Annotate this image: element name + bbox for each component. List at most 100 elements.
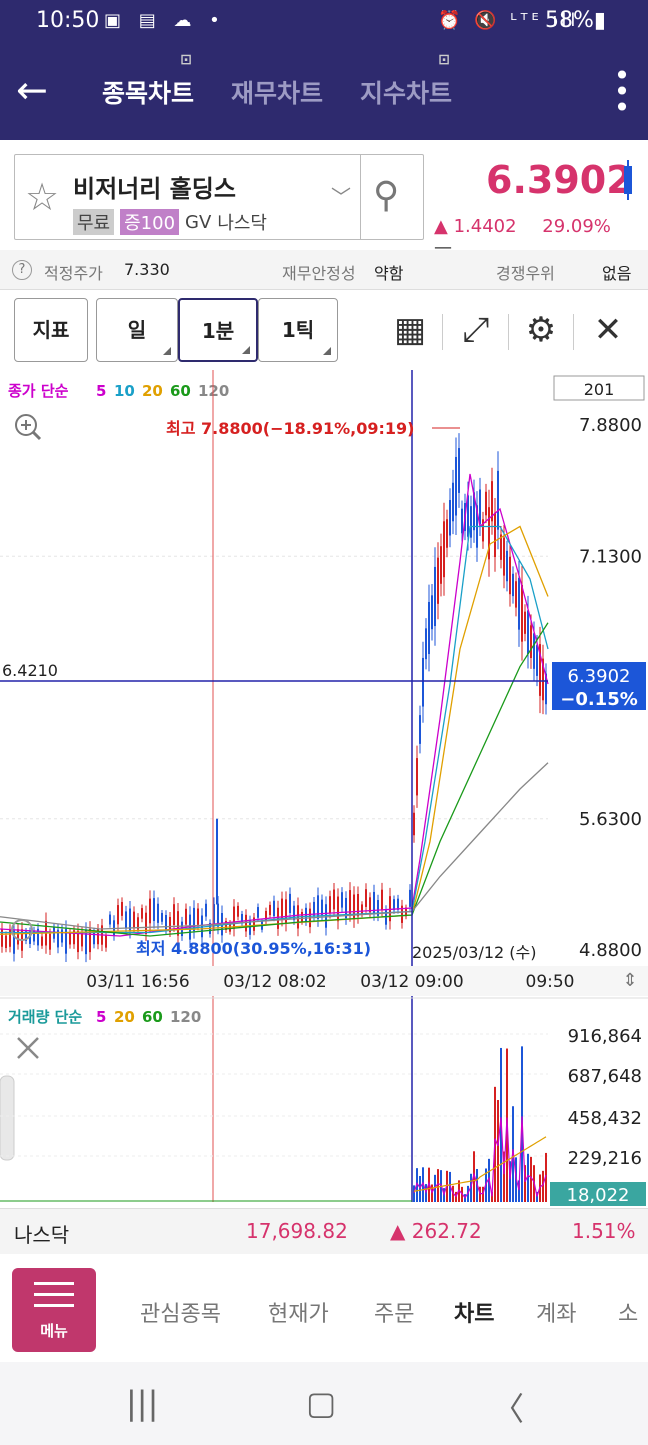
menu-label: 메뉴 xyxy=(40,1322,68,1340)
gear-icon[interactable]: ⚙ xyxy=(525,310,557,350)
back-icon[interactable]: 〈 xyxy=(492,1390,525,1428)
tab-badge-icon: ⊡ xyxy=(180,52,193,68)
help-icon[interactable]: ? xyxy=(12,260,32,280)
back-arrow-icon[interactable]: ← xyxy=(16,68,48,112)
candle-body xyxy=(369,897,371,913)
candle-body xyxy=(434,566,436,627)
nav-order[interactable]: 주문 xyxy=(374,1302,415,1327)
menu-button[interactable]: 메뉴 xyxy=(12,1268,96,1352)
tab-label: 종목차트 xyxy=(102,79,195,108)
volume-tick-label: 687,648 xyxy=(568,1066,642,1087)
reset-icon[interactable] xyxy=(11,919,33,941)
x-axis-ticks: 03/11 16:56 03/12 08:02 03/12 09:00 09:50 xyxy=(86,972,574,992)
nav-watchlist[interactable]: 관심종목 xyxy=(140,1302,221,1327)
nav-more[interactable]: 소 xyxy=(618,1302,639,1327)
volume-bar xyxy=(497,1100,499,1202)
tab-finance-chart[interactable]: 재무차트 xyxy=(231,74,323,110)
tools-icon[interactable]: ✕ xyxy=(593,310,623,350)
index-value: 17,698.82 xyxy=(246,1219,348,1243)
button-label: 1틱 xyxy=(281,318,315,342)
divider xyxy=(442,314,443,350)
x-axis-band xyxy=(0,966,648,996)
candle-body xyxy=(217,903,219,927)
candle-body xyxy=(33,930,35,942)
candle-body xyxy=(506,550,508,582)
candle-body xyxy=(37,928,39,946)
indicator-button[interactable]: 지표 xyxy=(14,298,88,362)
candle-body xyxy=(393,899,395,911)
candle-body xyxy=(5,935,7,949)
candle-body xyxy=(265,910,267,921)
zoom-icon[interactable] xyxy=(15,414,42,441)
period-1tick-button[interactable]: 1틱 xyxy=(258,298,338,362)
candle-body xyxy=(293,905,295,921)
tag-free: 무료 xyxy=(73,209,115,235)
candle-body xyxy=(141,908,143,919)
volume-bar xyxy=(503,1151,505,1202)
current-price-box xyxy=(552,662,646,710)
search-icon[interactable]: ⚲ xyxy=(373,175,400,216)
favorite-star-icon[interactable]: ☆ xyxy=(25,175,60,219)
side-handle[interactable] xyxy=(0,1075,15,1161)
nav-account[interactable]: 계좌 xyxy=(536,1302,577,1327)
candle-body xyxy=(25,931,27,941)
current-price: 6.3902 xyxy=(486,158,633,202)
stock-info-row: ? 적정주가 7.330 재무안정성 약함 경쟁우위 없음 xyxy=(0,250,648,290)
volume-legend-prefix: 거래량 단순 xyxy=(8,1008,82,1026)
candle-body xyxy=(89,928,91,953)
current-price-label: 6.3902 xyxy=(568,666,631,687)
volume-current-box xyxy=(550,1182,646,1206)
candle-body xyxy=(409,889,411,907)
more-menu-icon[interactable]: • • • xyxy=(613,59,631,124)
divider xyxy=(360,155,361,239)
x-tick-label: 03/11 16:56 xyxy=(86,972,189,992)
nav-quote[interactable]: 현재가 xyxy=(268,1302,329,1327)
candle-body xyxy=(245,914,247,932)
fullscreen-icon[interactable]: ⤢ xyxy=(462,310,490,350)
stock-selector[interactable]: ☆ 비저너리 홀딩스 ﹀ 무료 증100 GV 나스닥 ⚲ xyxy=(14,154,424,240)
y-tick-label: 4.8800 xyxy=(579,940,642,961)
fin-stability-value: 약함 xyxy=(374,264,404,283)
nav-chart[interactable]: 차트 xyxy=(454,1302,495,1327)
chevron-down-icon[interactable]: ﹀ xyxy=(331,185,351,209)
home-icon[interactable]: ▢ xyxy=(306,1384,337,1422)
stock-name: 비저너리 홀딩스 xyxy=(73,175,236,203)
candle-body xyxy=(385,910,387,925)
price-chart[interactable]: 종가 단순 5 10 20 60 120 201 7.8800 7.1300 5.6300 4… xyxy=(0,370,648,1208)
candle-body xyxy=(277,907,279,929)
candle-body xyxy=(357,893,359,917)
candle-body xyxy=(473,492,475,531)
period-1min-button[interactable]: 1분 xyxy=(178,298,258,362)
count-box xyxy=(553,375,645,401)
scroll-arrows-icon[interactable]: ⇕ xyxy=(622,970,637,991)
ma20-line xyxy=(0,525,549,935)
tab-index-chart[interactable]: 지수차트 ⊡ xyxy=(360,52,453,110)
candle-body xyxy=(321,899,323,916)
recent-apps-icon[interactable]: ||| xyxy=(126,1384,159,1422)
candle-body xyxy=(165,915,167,930)
volume-current-value: 18,022 xyxy=(567,1185,630,1206)
volume-legend-period-120: 120 xyxy=(170,1008,201,1026)
index-bar[interactable]: 나스닥 17,698.82 ▲ 262.72 1.51% xyxy=(0,1208,648,1254)
candle-body xyxy=(416,758,418,796)
price-legend-period-5: 5 xyxy=(96,382,106,400)
grid-layout-icon[interactable]: ▦ xyxy=(393,310,427,350)
close-icon[interactable] xyxy=(17,1037,39,1059)
candle-body xyxy=(365,889,367,907)
y-tick-label: 7.1300 xyxy=(579,546,642,567)
candle-body xyxy=(149,898,151,924)
candle-body xyxy=(257,907,259,918)
tab-label: 지수차트 xyxy=(360,79,453,108)
volume-bar xyxy=(419,1176,421,1202)
candle-body xyxy=(381,889,383,911)
volume-legend-period-5: 5 xyxy=(96,1008,106,1026)
ma5-line xyxy=(0,473,549,937)
tab-label: 재무차트 xyxy=(231,79,324,108)
candle-body xyxy=(41,936,43,946)
period-day-button[interactable]: 일 xyxy=(96,298,178,362)
candle-body xyxy=(269,904,271,916)
tab-stock-chart[interactable]: 종목차트 ⊡ xyxy=(102,52,195,110)
candle-body xyxy=(422,657,424,707)
candle-body xyxy=(461,508,463,534)
candle-body xyxy=(133,911,135,928)
